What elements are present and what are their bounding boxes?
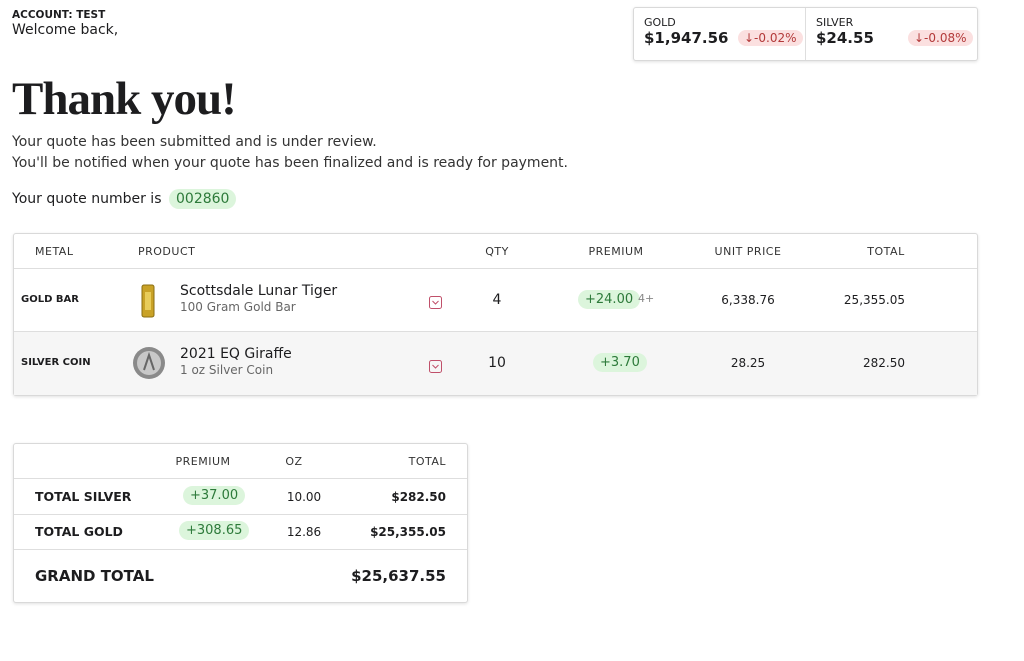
unit-price: 28.25 bbox=[730, 356, 766, 370]
row-total: 25,355.05 bbox=[843, 293, 905, 307]
qty: 4 bbox=[492, 292, 502, 308]
summary-table: PREMIUM OZ TOTAL TOTAL SILVER +37.00 10.… bbox=[13, 443, 468, 603]
ticker-price: $1,947.56 bbox=[644, 29, 729, 47]
quote-label: Your quote number is bbox=[12, 191, 162, 207]
oz: 12.86 bbox=[286, 525, 322, 539]
premium: +37.00 bbox=[183, 486, 246, 505]
metal: GOLD BAR bbox=[21, 294, 79, 305]
silver-coin-image bbox=[133, 347, 165, 379]
ticker-change: ↓-0.08% bbox=[908, 30, 973, 46]
account: ACCOUNT: TEST bbox=[12, 9, 106, 21]
product-description: 100 Gram Gold Bar bbox=[180, 300, 296, 314]
dropdown[interactable] bbox=[429, 360, 442, 373]
ticker-change: ↓-0.02% bbox=[738, 30, 803, 46]
ticker-name: GOLD bbox=[644, 16, 676, 29]
row-total: $282.50 bbox=[391, 490, 446, 504]
ticker-name: SILVER bbox=[816, 16, 854, 29]
oz: 10.00 bbox=[286, 490, 322, 504]
dropdown[interactable] bbox=[429, 296, 442, 309]
product-description: 1 oz Silver Coin bbox=[180, 363, 274, 377]
column-header: TOTAL bbox=[867, 245, 905, 258]
column-header: PRODUCT bbox=[138, 245, 196, 258]
grand-total-label: GRAND TOTAL bbox=[35, 567, 154, 585]
premium: +308.65 bbox=[179, 521, 250, 540]
row-total: 282.50 bbox=[863, 356, 905, 370]
column-header: PREMIUM bbox=[175, 455, 231, 468]
row-label: TOTAL SILVER bbox=[35, 489, 132, 504]
gold-bar-image bbox=[141, 284, 155, 318]
message: Your quote has been submitted and is und… bbox=[12, 134, 377, 150]
column-header: METAL bbox=[35, 245, 74, 258]
ticker-panel: GOLD $1,947.56 ↓-0.02% SILVER $24.55 ↓-0… bbox=[633, 7, 978, 61]
premium: +3.70 bbox=[593, 353, 647, 372]
product-name: 2021 EQ Giraffe bbox=[180, 346, 292, 362]
quote-number: 002860 bbox=[169, 189, 237, 209]
ticker-price: $24.55 bbox=[816, 29, 874, 47]
qty: 10 bbox=[488, 355, 506, 371]
premium: +24.00 bbox=[578, 290, 641, 309]
message: You'll be notified when your quote has b… bbox=[12, 155, 568, 171]
column-header: OZ bbox=[285, 455, 303, 468]
title: Thank you! bbox=[12, 73, 237, 125]
unit-price: 6,338.76 bbox=[721, 293, 775, 307]
column-header: PREMIUM bbox=[588, 245, 644, 258]
row-label: TOTAL GOLD bbox=[35, 524, 123, 539]
column-header: UNIT PRICE bbox=[714, 245, 782, 258]
tier: 4+ bbox=[638, 292, 655, 305]
items-table: METAL PRODUCT QTY PREMIUM UNIT PRICE TOT… bbox=[13, 233, 978, 396]
column-header: TOTAL bbox=[408, 455, 446, 468]
product-name: Scottsdale Lunar Tiger bbox=[180, 283, 338, 299]
greeting: Welcome back, bbox=[12, 22, 119, 38]
grand-total: $25,637.55 bbox=[351, 567, 446, 585]
column-header: QTY bbox=[485, 245, 509, 258]
metal: SILVER COIN bbox=[21, 357, 91, 368]
row-total: $25,355.05 bbox=[370, 525, 446, 539]
